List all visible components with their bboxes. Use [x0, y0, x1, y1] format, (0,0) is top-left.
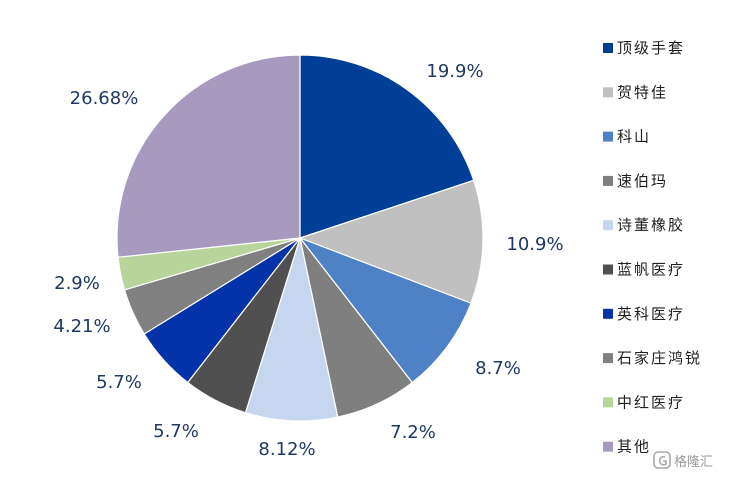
legend-label-4: 速伯玛 — [617, 172, 668, 190]
glh-logo-mark — [658, 455, 667, 466]
slice-label-8: 4.21% — [53, 316, 110, 337]
watermark-text: 格隆汇 — [674, 454, 713, 470]
legend-swatch-1 — [603, 43, 613, 53]
slice-label-5: 8.12% — [258, 439, 315, 460]
legend-label-3: 科山 — [617, 128, 651, 146]
slice-label-2: 10.9% — [506, 234, 563, 255]
legend-label-10: 其他 — [617, 438, 651, 456]
legend-swatch-7 — [603, 308, 613, 319]
legend-swatch-10 — [603, 441, 613, 452]
slice-label-1: 19.9% — [426, 61, 483, 82]
glh-logo-icon — [653, 451, 671, 469]
pie-slice-2 — [298, 179, 484, 304]
legend-swatch-9 — [603, 397, 613, 408]
legend-label-9: 中红医疗 — [617, 393, 685, 411]
legend-label-5: 诗董橡胶 — [617, 216, 685, 234]
legend-swatch-5 — [603, 220, 613, 231]
legend-swatch-4 — [603, 175, 613, 186]
pie-slices — [116, 54, 484, 422]
watermark: 格隆汇 — [653, 451, 713, 470]
pie-slice-10 — [116, 54, 301, 258]
legend-label-7: 英科医疗 — [617, 305, 685, 323]
legend-swatch-6 — [603, 264, 613, 275]
slice-label-3: 8.7% — [475, 358, 521, 379]
legend-label-8: 石家庄鸿锐 — [617, 349, 702, 367]
slice-label-7: 5.7% — [96, 372, 142, 393]
legend-label-2: 贺特佳 — [617, 83, 668, 101]
slice-label-6: 5.7% — [153, 421, 199, 442]
pie-slice-3 — [298, 236, 472, 384]
pie-slice-1 — [299, 54, 475, 239]
legend-label-6: 蓝帆医疗 — [617, 261, 685, 279]
pie-slice-5 — [244, 235, 339, 422]
legend-label-1: 顶级手套 — [617, 39, 685, 57]
slice-label-10: 26.68% — [70, 88, 139, 109]
pie-labels: 19.9% 10.9% 8.7% 7.2% 8.12% 5.7% 5.7% 4.21% 2.9%… — [53, 61, 563, 460]
legend-swatch-3 — [603, 131, 613, 142]
slice-label-9: 2.9% — [54, 273, 100, 294]
slice-label-4: 7.2% — [390, 422, 436, 443]
legend-swatch-2 — [603, 87, 613, 98]
legend-swatch-8 — [603, 353, 613, 364]
